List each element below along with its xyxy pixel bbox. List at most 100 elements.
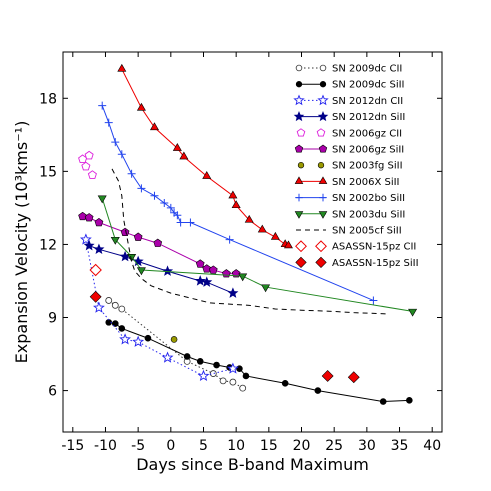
- data-point-sn-2003du-siii: [261, 284, 271, 293]
- legend-marker-sn-2006x-siii: [294, 176, 304, 184]
- data-point-sn-2006gz-siii: [133, 232, 143, 241]
- data-point-sn-2006x-siii: [117, 63, 127, 72]
- series-sn-2006gz-siii: [78, 211, 241, 278]
- legend-marker-sn-2012dn-siii: [293, 111, 305, 122]
- data-point-sn-2009dc-siii: [144, 334, 152, 342]
- data-point-sn-2002bo-siii: [225, 235, 234, 244]
- data-point-sn-2002bo-siii: [137, 184, 146, 193]
- data-point-sn-2009dc-siii: [379, 398, 387, 405]
- data-point-sn-2006gz-siii: [84, 213, 94, 222]
- legend-marker-sn-2003fg-siii: [297, 162, 305, 169]
- x-tick-label: 30: [358, 438, 376, 454]
- data-point-sn-2002bo-siii: [98, 101, 107, 110]
- legend-label-sn-2012dn-siii: SN 2012dn SiII: [332, 112, 405, 123]
- data-point-sn-2009dc-cii: [105, 297, 113, 304]
- legend-marker-sn-2006x-siii: [318, 176, 328, 184]
- legend-entry-sn-2012dn-cii: SN 2012dn CII: [293, 94, 403, 107]
- data-point-sn-2006x-siii: [136, 102, 146, 111]
- data-point-sn-2006x-siii: [244, 214, 254, 223]
- data-point-sn-2009dc-cii: [111, 301, 119, 309]
- legend-marker-sn-2006gz-cii: [296, 128, 306, 137]
- series-sn-2003fg-siii: [170, 336, 178, 343]
- data-point-sn-2006x-siii: [270, 231, 280, 240]
- data-point-sn-2009dc-siii: [236, 365, 243, 372]
- data-point-sn-2003du-siii: [110, 236, 120, 245]
- x-tick-label: 0: [166, 438, 175, 454]
- data-point-sn-2002bo-siii: [111, 138, 120, 147]
- x-tick-label: 20: [293, 438, 311, 454]
- legend-label-sn-2002bo-siii: SN 2002bo SiII: [332, 193, 405, 204]
- data-point-sn-2006gz-siii: [78, 211, 87, 221]
- legend-marker-sn-2003du-siii: [318, 211, 328, 219]
- data-point-sn-2006gz-cii: [87, 170, 97, 179]
- data-point-sn-2009dc-siii: [314, 387, 322, 394]
- legend-marker-sn-2002bo-siii: [319, 193, 327, 202]
- y-tick-label: 6: [48, 384, 57, 400]
- plot-frame: [62, 51, 443, 433]
- legend-entry-sn-2012dn-siii: SN 2012dn SiII: [293, 111, 405, 123]
- data-point-sn-2006x-siii: [179, 151, 189, 160]
- legend-entry-sn-2006gz-siii: SN 2006gz SiII: [294, 144, 404, 156]
- data-point-sn-2006x-siii: [283, 240, 293, 249]
- data-point-sn-2006gz-siii: [120, 227, 130, 236]
- data-point-sn-2012dn-cii: [79, 233, 92, 245]
- legend-label-sn-2012dn-cii: SN 2012dn CII: [332, 96, 403, 107]
- legend-marker-sn-2006gz-siii: [294, 144, 304, 153]
- y-axis-label: Expansion Velocity (10³kms⁻¹): [12, 121, 31, 364]
- legend-entry-sn-2005cf-siii: SN 2005cf SiII: [296, 226, 402, 237]
- data-point-sn-2012dn-siii: [227, 287, 239, 298]
- legend-marker-asassn-15pz-siii: [315, 256, 327, 269]
- legend-label-asassn-15pz-siii: ASASSN-15pz SiII: [332, 258, 419, 269]
- data-point-sn-2012dn-siii: [162, 265, 174, 276]
- data-point-sn-2003du-siii: [136, 267, 146, 276]
- y-tick-label: 15: [39, 164, 57, 180]
- y-tick-label: 9: [48, 311, 57, 327]
- data-point-sn-2012dn-siii: [93, 243, 105, 255]
- legend-entry-sn-2006x-siii: SN 2006X SiII: [294, 176, 400, 188]
- legend-marker-asassn-15pz-cii: [295, 240, 307, 253]
- series-sn-2005cf-siii: [111, 168, 387, 315]
- series-asassn-15pz-cii: [89, 263, 102, 277]
- legend-label-sn-2006gz-cii: SN 2006gz CII: [332, 128, 402, 139]
- data-point-sn-2006x-siii: [202, 171, 212, 179]
- x-tick-label: -5: [131, 438, 145, 454]
- data-point-sn-2002bo-siii: [176, 218, 185, 227]
- data-point-sn-2006gz-siii: [94, 217, 104, 227]
- data-point-sn-2006x-siii: [172, 143, 182, 151]
- data-point-sn-2006x-siii: [228, 190, 238, 199]
- data-point-sn-2002bo-siii: [186, 218, 195, 227]
- data-point-sn-2002bo-siii: [173, 211, 182, 220]
- series-line-sn-2005cf-siii: [111, 168, 387, 315]
- data-point-sn-2009dc-siii: [242, 372, 250, 380]
- legend-marker-sn-2003du-siii: [294, 211, 304, 219]
- data-point-sn-2009dc-siii: [213, 361, 220, 369]
- data-point-sn-2002bo-siii: [160, 199, 169, 208]
- data-point-sn-2006gz-siii: [153, 238, 163, 247]
- legend: SN 2009dc CII SN 2009dc SiII SN 2012dn CII…: [293, 64, 419, 269]
- legend-marker-sn-2012dn-cii: [317, 94, 329, 106]
- legend-label-sn-2009dc-cii: SN 2009dc CII: [332, 64, 402, 75]
- legend-marker-sn-2012dn-cii: [293, 94, 305, 106]
- series-asassn-15pz-siii: [89, 290, 360, 384]
- legend-entry-sn-2003du-siii: SN 2003du SiII: [294, 209, 405, 220]
- data-point-sn-2012dn-cii: [197, 369, 210, 381]
- data-point-sn-2012dn-cii: [93, 301, 105, 313]
- data-point-sn-2012dn-cii: [161, 351, 174, 363]
- series-layer: [78, 63, 418, 405]
- data-point-sn-2006x-siii: [149, 122, 159, 131]
- series-sn-2003du-siii: [97, 195, 418, 317]
- data-point-sn-2006x-siii: [231, 200, 241, 209]
- series-sn-2006x-siii: [117, 63, 293, 249]
- legend-label-asassn-15pz-cii: ASASSN-15pz CII: [332, 242, 416, 253]
- legend-entry-sn-2006gz-cii: SN 2006gz CII: [296, 128, 402, 139]
- x-tick-label: 5: [199, 438, 208, 454]
- data-point-sn-2012dn-cii: [226, 362, 239, 374]
- data-point-sn-2012dn-cii: [119, 333, 131, 345]
- legend-entry-sn-2009dc-cii: SN 2009dc CII: [295, 64, 402, 75]
- data-point-sn-2009dc-cii: [118, 305, 126, 313]
- x-axis-label: Days since B-band Maximum: [136, 455, 369, 474]
- legend-marker-sn-2006gz-cii: [316, 128, 326, 137]
- legend-marker-sn-2009dc-siii: [295, 81, 303, 88]
- data-point-sn-2009dc-siii: [183, 353, 191, 360]
